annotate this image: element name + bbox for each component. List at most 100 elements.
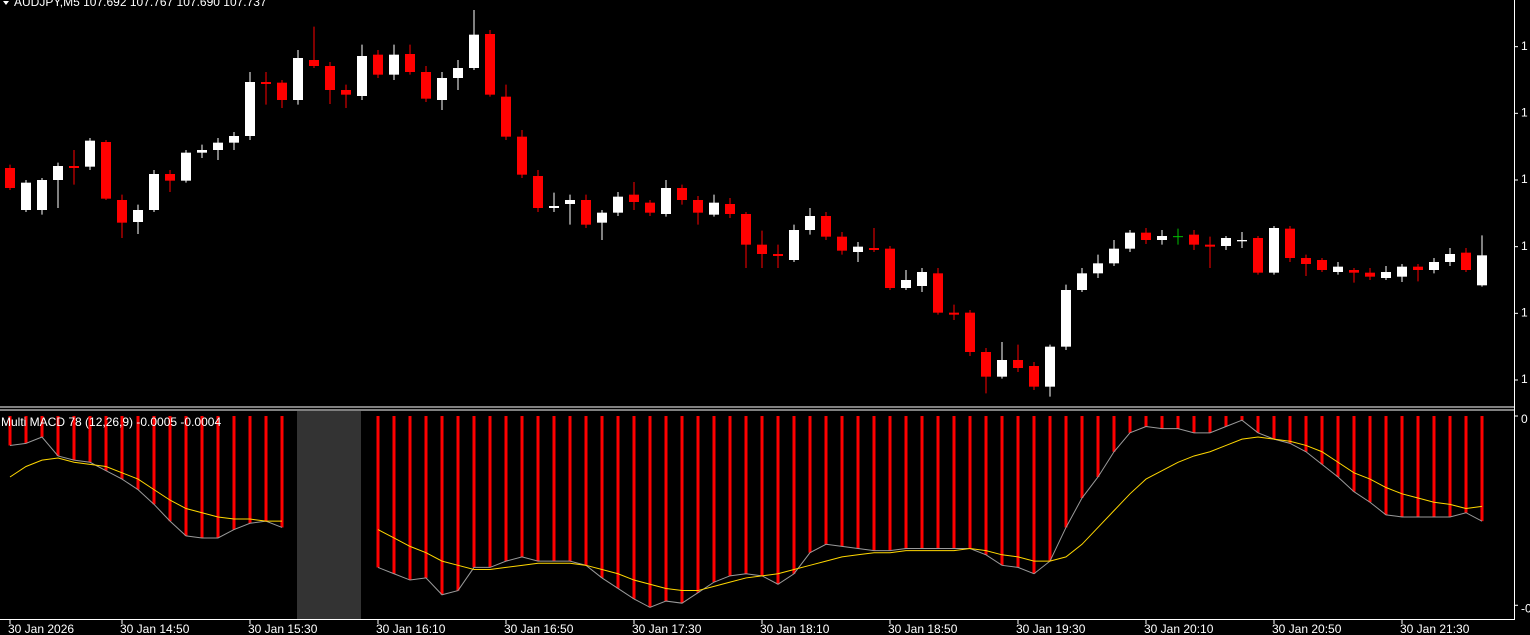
candle-body	[261, 82, 271, 84]
histogram-bar	[1112, 416, 1116, 452]
candle-body	[837, 236, 847, 251]
candle-body	[357, 56, 367, 96]
histogram-bar	[1176, 416, 1180, 429]
histogram-bar	[168, 416, 172, 522]
histogram-bar	[1304, 416, 1308, 452]
histogram-bar	[1144, 416, 1148, 427]
histogram-bar	[8, 416, 12, 446]
histogram-bar	[216, 416, 220, 538]
histogram-bar	[1336, 416, 1340, 477]
candle-body	[309, 60, 319, 66]
candle-body	[133, 210, 143, 222]
histogram-bar	[376, 416, 380, 568]
candle-body	[629, 194, 639, 202]
candle-body	[69, 166, 79, 168]
candle-body	[213, 142, 223, 150]
histogram-bar	[776, 416, 780, 585]
candle-body	[469, 34, 479, 68]
histogram-bar	[88, 416, 92, 463]
candle-body	[949, 312, 959, 315]
candle-body	[501, 96, 511, 137]
histogram-bar	[728, 416, 732, 576]
candle-body	[1253, 238, 1263, 273]
candle-body	[1317, 260, 1327, 270]
candle-body	[693, 200, 703, 213]
candle-body	[389, 54, 399, 75]
candle-body	[901, 280, 911, 288]
histogram-bar	[1080, 416, 1084, 499]
histogram-bar	[200, 416, 204, 538]
chart-title: AUDJPY,M5 107.692 107.767 107.690 107.73…	[14, 0, 267, 9]
x-tick-label: 30 Jan 15:30	[248, 622, 318, 635]
candle-body	[613, 196, 623, 213]
histogram-bar	[632, 416, 636, 599]
candle-body	[1125, 232, 1135, 249]
x-tick-label: 30 Jan 20:10	[1144, 622, 1214, 635]
candle-body	[53, 166, 63, 180]
histogram-bar	[1400, 416, 1404, 517]
candle-body	[341, 90, 351, 95]
indicator-title: Multi MACD 78 (12,26,9) -0.0005 -0.0004	[1, 415, 221, 429]
histogram-bar	[872, 416, 876, 551]
histogram-bar	[760, 416, 764, 576]
candle-body	[1141, 232, 1151, 240]
candle-body	[789, 230, 799, 260]
histogram-bar	[232, 416, 236, 530]
candle-body	[741, 214, 751, 245]
candle-body	[1205, 244, 1215, 247]
candle-body	[1221, 238, 1231, 246]
histogram-bar	[1480, 416, 1484, 522]
y-tick-label: 1	[1521, 306, 1528, 320]
candle-body	[677, 188, 687, 200]
histogram-bar	[456, 416, 460, 591]
histogram-bar	[392, 416, 396, 574]
candle-body	[1333, 266, 1343, 272]
x-tick-label: 30 Jan 19:30	[1016, 622, 1086, 635]
histogram-bar	[1320, 416, 1324, 465]
histogram-bar	[184, 416, 188, 536]
candle-body	[709, 202, 719, 215]
candle-body	[1477, 255, 1487, 286]
histogram-bar	[712, 416, 716, 583]
candle-body	[1413, 266, 1423, 270]
candle-body	[933, 273, 943, 313]
histogram-bar	[1016, 416, 1020, 568]
histogram-bar	[536, 416, 540, 562]
histogram-bar	[24, 416, 28, 444]
histogram-bar	[504, 416, 508, 562]
histogram-bar	[920, 416, 924, 549]
candle-body	[1013, 360, 1023, 368]
candle-body	[1061, 290, 1071, 347]
histogram-bar	[808, 416, 812, 553]
candle-body	[757, 244, 767, 254]
candle-body	[549, 206, 559, 208]
histogram-bar	[1096, 416, 1100, 477]
candle-body	[149, 174, 159, 210]
histogram-bar	[1048, 416, 1052, 562]
candle-body	[1237, 240, 1247, 242]
histogram-bar	[136, 416, 140, 490]
x-tick-label: 30 Jan 2026	[8, 622, 74, 635]
candle-body	[773, 254, 783, 256]
histogram-bar	[888, 416, 892, 551]
candle-body	[453, 68, 463, 78]
candle-body	[1381, 272, 1391, 278]
candle-body	[1429, 262, 1439, 270]
histogram-bar	[616, 416, 620, 589]
candle-body	[965, 312, 975, 352]
histogram-bar	[1128, 416, 1132, 433]
histogram-bar	[696, 416, 700, 593]
candle-body	[853, 246, 863, 252]
x-tick-label: 30 Jan 16:50	[504, 622, 574, 635]
candle-body	[661, 188, 671, 214]
candle-body	[405, 54, 415, 72]
histogram-bar	[1160, 416, 1164, 429]
histogram-bar	[408, 416, 412, 581]
candle-body	[1445, 254, 1455, 262]
x-tick-label: 30 Jan 17:30	[632, 622, 702, 635]
histogram-bar	[568, 416, 572, 562]
candle-body	[325, 66, 335, 90]
x-tick-label: 30 Jan 14:50	[120, 622, 190, 635]
candle-body	[1077, 273, 1087, 290]
